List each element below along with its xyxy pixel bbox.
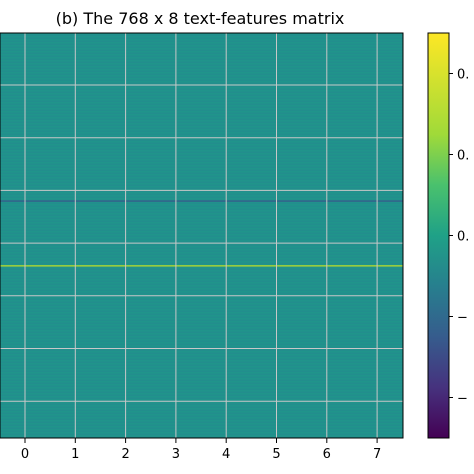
- notable-rows: [0, 200, 403, 267]
- grid-lines: [0, 33, 403, 438]
- x-tick-label: 3: [172, 447, 180, 462]
- x-tick-label: 2: [121, 447, 129, 462]
- colorbar-tick-label: −: [457, 311, 468, 326]
- x-axis-ticks: 0 1 2 3 4 5 6 7: [21, 438, 381, 462]
- colorbar-gradient: [427, 32, 450, 439]
- x-tick-label: 6: [323, 447, 331, 462]
- x-tick-label: 7: [373, 447, 381, 462]
- heatmap: 0 1 2 3 4 5 6 7: [0, 32, 404, 462]
- x-tick-label: 5: [272, 447, 280, 462]
- heatmap-frame: [0, 32, 404, 439]
- chart-title: (b) The 768 x 8 text-features matrix: [56, 9, 345, 28]
- heatmap-texture: [0, 33, 403, 438]
- colorbar-tick-label: −: [457, 392, 468, 407]
- x-tick-label: 1: [71, 447, 79, 462]
- colorbar-tick-label: 0.: [457, 230, 469, 245]
- x-tick-label: 4: [222, 447, 230, 462]
- colorbar-tick-label: 0.: [457, 149, 469, 164]
- colorbar: 0. 0. 0. − −: [427, 32, 469, 439]
- x-tick-label: 0: [21, 447, 29, 462]
- colorbar-ticks: 0. 0. 0. − −: [449, 68, 469, 407]
- colorbar-tick-label: 0.: [457, 68, 469, 83]
